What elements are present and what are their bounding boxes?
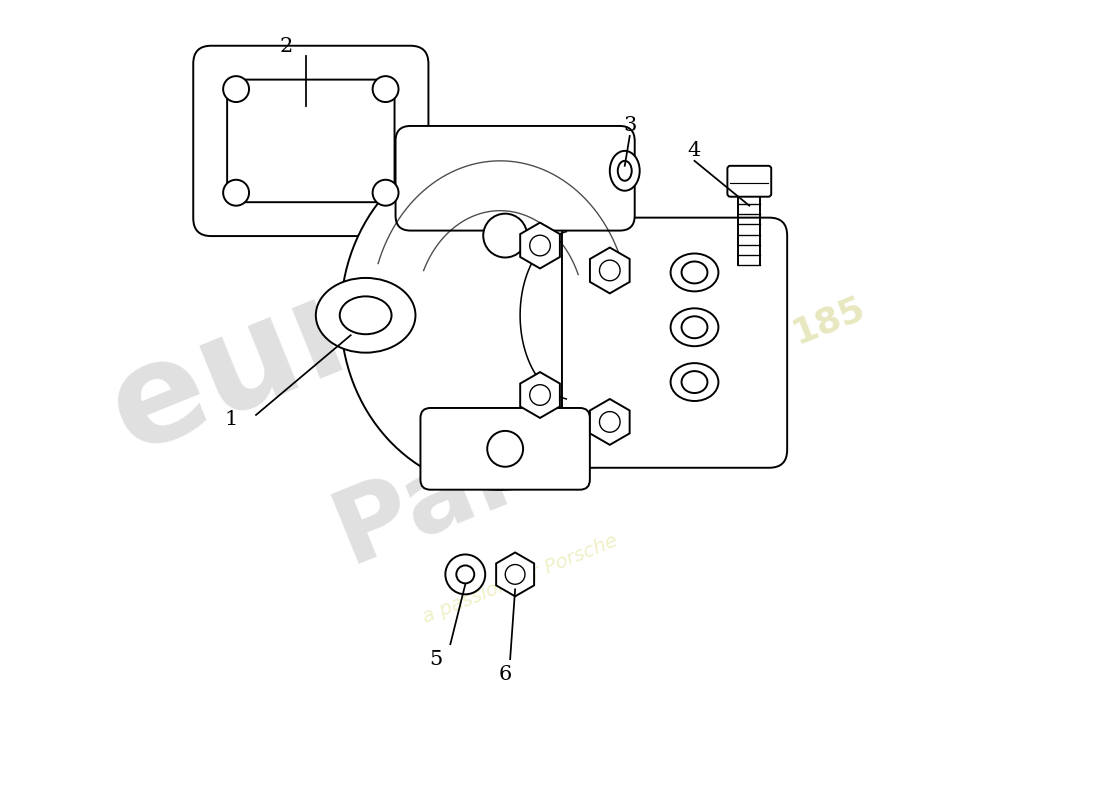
Circle shape bbox=[600, 412, 620, 432]
Text: Parts: Parts bbox=[319, 375, 641, 584]
Circle shape bbox=[530, 385, 550, 406]
Circle shape bbox=[223, 76, 249, 102]
Circle shape bbox=[530, 235, 550, 256]
FancyBboxPatch shape bbox=[227, 80, 395, 202]
Text: 4: 4 bbox=[688, 142, 701, 160]
Ellipse shape bbox=[609, 151, 640, 190]
FancyBboxPatch shape bbox=[727, 166, 771, 197]
Polygon shape bbox=[520, 372, 560, 418]
Text: 1: 1 bbox=[224, 410, 238, 430]
Circle shape bbox=[487, 431, 524, 466]
Ellipse shape bbox=[682, 262, 707, 283]
FancyBboxPatch shape bbox=[396, 126, 635, 230]
Text: euro: euro bbox=[90, 221, 472, 480]
FancyBboxPatch shape bbox=[194, 46, 428, 236]
Circle shape bbox=[223, 180, 249, 206]
Ellipse shape bbox=[671, 308, 718, 346]
Text: 185: 185 bbox=[788, 290, 870, 350]
Polygon shape bbox=[496, 553, 535, 596]
Circle shape bbox=[456, 566, 474, 583]
Ellipse shape bbox=[316, 278, 416, 353]
Polygon shape bbox=[520, 222, 560, 269]
Polygon shape bbox=[590, 399, 629, 445]
Circle shape bbox=[505, 565, 525, 584]
Ellipse shape bbox=[618, 161, 631, 181]
Text: 5: 5 bbox=[429, 650, 442, 669]
Text: 6: 6 bbox=[498, 665, 512, 683]
Ellipse shape bbox=[682, 316, 707, 338]
Ellipse shape bbox=[682, 371, 707, 393]
Ellipse shape bbox=[341, 141, 660, 490]
FancyBboxPatch shape bbox=[562, 218, 788, 468]
Circle shape bbox=[446, 554, 485, 594]
Ellipse shape bbox=[671, 254, 718, 291]
Circle shape bbox=[373, 180, 398, 206]
Circle shape bbox=[373, 76, 398, 102]
Ellipse shape bbox=[340, 296, 392, 334]
Text: 3: 3 bbox=[623, 117, 637, 135]
Text: a passion for Porsche: a passion for Porsche bbox=[420, 531, 620, 627]
Ellipse shape bbox=[671, 363, 718, 401]
FancyBboxPatch shape bbox=[420, 408, 590, 490]
Circle shape bbox=[483, 214, 527, 258]
Circle shape bbox=[600, 260, 620, 281]
Text: 2: 2 bbox=[279, 37, 293, 56]
Polygon shape bbox=[590, 247, 629, 294]
